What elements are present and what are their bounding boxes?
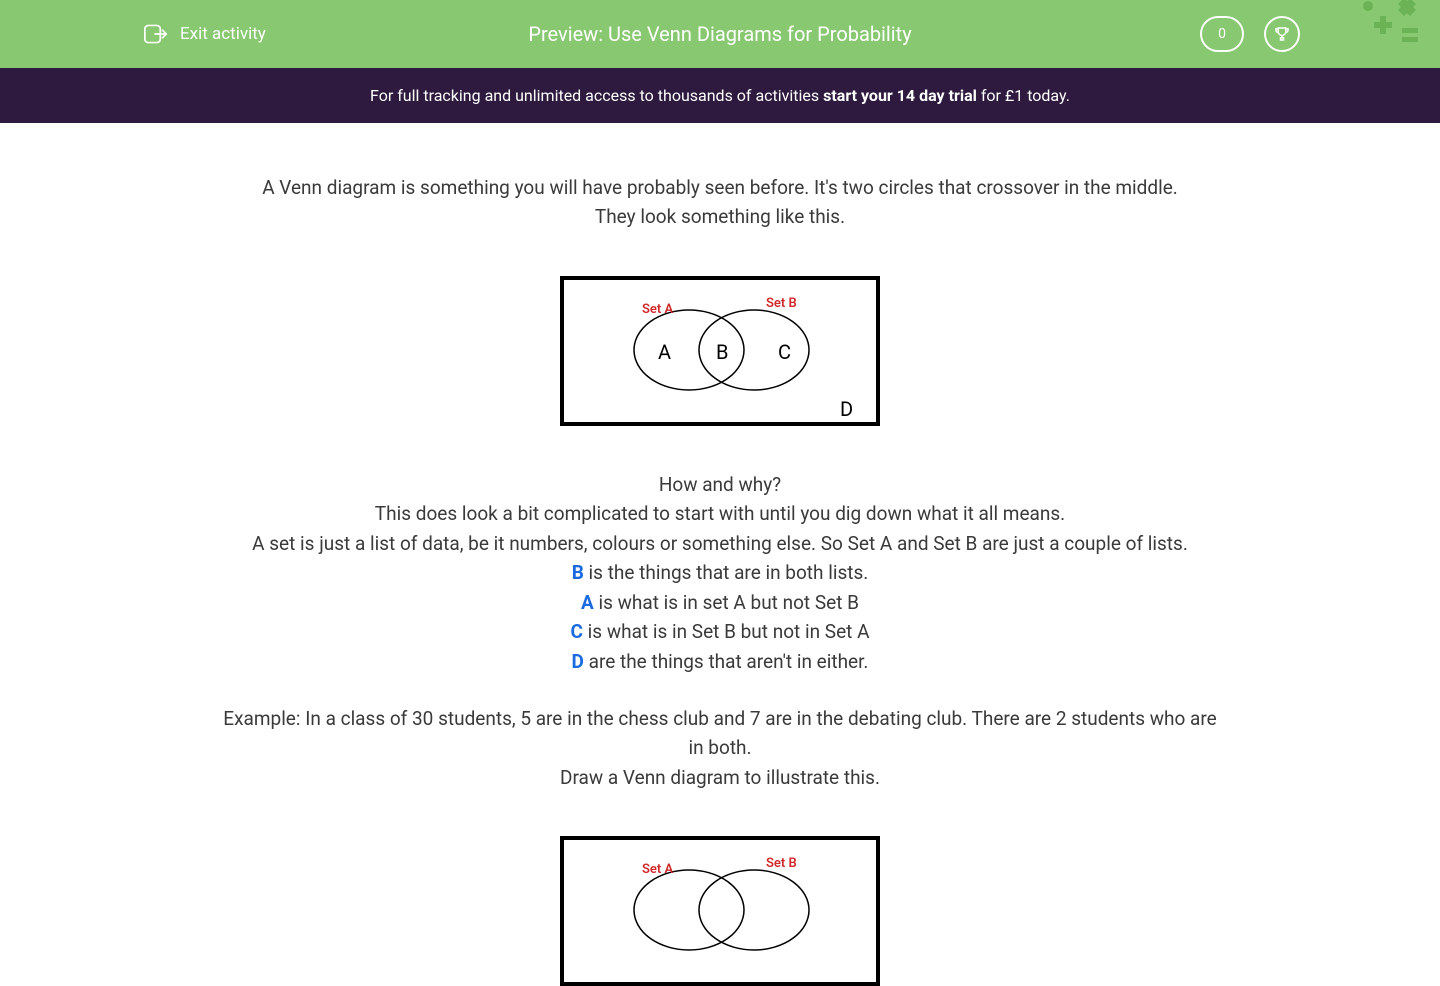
venn1-region-C: C <box>778 337 791 368</box>
intro-line-1: A Venn diagram is something you will hav… <box>100 173 1340 202</box>
exit-activity-label: Exit activity <box>180 24 266 44</box>
explain-B: B is the things that are in both lists. <box>100 558 1340 587</box>
set-definition: A set is just a list of data, be it numb… <box>100 529 1340 558</box>
how-why: How and why? <box>100 470 1340 499</box>
venn-svg-2 <box>564 840 876 982</box>
venn1-region-D: D <box>840 394 853 425</box>
letter-B: B <box>572 561 584 584</box>
explain-A: A is what is in set A but not Set B <box>100 588 1340 617</box>
venn1-setB-label: Set B <box>766 294 797 314</box>
header-right-controls: 0 <box>1200 16 1300 52</box>
text-B: is the things that are in both lists. <box>584 561 868 584</box>
example-line-3: Draw a Venn diagram to illustrate this. <box>100 763 1340 792</box>
venn2-setB-label: Set B <box>766 854 797 874</box>
main-content: A Venn diagram is something you will hav… <box>0 123 1440 986</box>
promo-bold: start your 14 day trial <box>823 86 977 105</box>
promo-banner[interactable]: For full tracking and unlimited access t… <box>0 68 1440 123</box>
venn2-setA-label: Set A <box>642 860 673 880</box>
example-line-1: Example: In a class of 30 students, 5 ar… <box>100 704 1340 733</box>
venn1-setA-label: Set A <box>642 300 673 320</box>
explain-D: D are the things that aren't in either. <box>100 647 1340 676</box>
intro-line-2: They look something like this. <box>100 202 1340 231</box>
exit-icon <box>144 22 168 46</box>
venn-diagram-1: Set A Set B A B C D <box>560 276 880 426</box>
trophy-icon <box>1273 25 1291 43</box>
explain-C: C is what is in Set B but not in Set A <box>100 617 1340 646</box>
top-header: Exit activity Preview: Use Venn Diagrams… <box>0 0 1440 68</box>
letter-C: C <box>571 620 583 643</box>
example-line-2: in both. <box>100 733 1340 762</box>
letter-D: D <box>572 650 584 673</box>
score-badge: 0 <box>1200 16 1244 52</box>
complicated-line: This does look a bit complicated to star… <box>100 499 1340 528</box>
page-title: Preview: Use Venn Diagrams for Probabili… <box>528 22 911 46</box>
venn-diagram-2: Set A Set B <box>560 836 880 986</box>
exit-activity-button[interactable]: Exit activity <box>144 22 266 46</box>
text-C: is what is in Set B but not in Set A <box>583 620 870 643</box>
text-D: are the things that aren't in either. <box>584 650 869 673</box>
corner-decorations <box>1360 0 1430 52</box>
letter-A: A <box>581 591 594 614</box>
venn1-region-B: B <box>716 337 728 368</box>
venn1-region-A: A <box>658 337 671 368</box>
text-A: is what is in set A but not Set B <box>594 591 859 614</box>
promo-prefix: For full tracking and unlimited access t… <box>370 86 823 105</box>
trophy-button[interactable] <box>1264 16 1300 52</box>
promo-suffix: for £1 today. <box>977 86 1070 105</box>
